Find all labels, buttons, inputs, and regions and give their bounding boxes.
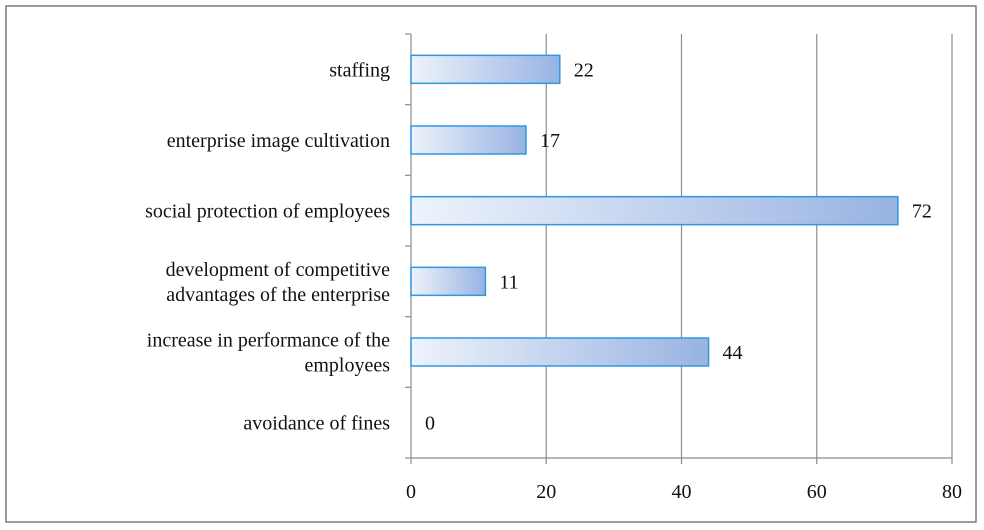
bars	[410, 54, 899, 367]
bar	[410, 54, 561, 85]
category-label: increase in performance of the	[147, 330, 390, 352]
bar	[410, 266, 487, 297]
bar-value-label: 17	[540, 130, 560, 152]
bar-value-label: 11	[499, 271, 518, 293]
x-tick-label: 20	[536, 481, 556, 503]
category-label: social protection of employees	[145, 201, 390, 223]
axes	[405, 33, 953, 464]
x-tick-label: 0	[406, 481, 416, 503]
labels: 0 20 40 60 80 22 staffing 17 enterprise image cu…	[145, 59, 962, 503]
category-label: enterprise image cultivation	[167, 130, 390, 152]
bar-value-label: 72	[912, 201, 932, 223]
category-label: development of competitive	[166, 259, 390, 281]
x-tick-label: 60	[807, 481, 827, 503]
category-label: employees	[304, 355, 390, 377]
bar-value-label: 44	[723, 342, 743, 364]
category-label: advantages of the enterprise	[166, 284, 390, 306]
bar-value-label: 0	[425, 413, 435, 435]
bar	[410, 125, 527, 155]
bar	[410, 337, 710, 367]
bar-value-label: 22	[574, 59, 594, 81]
bar	[410, 195, 899, 226]
chart-frame	[5, 5, 977, 523]
x-tick-label: 40	[672, 481, 692, 503]
x-tick-label: 80	[942, 481, 962, 503]
category-label: avoidance of fines	[243, 413, 390, 435]
grid-lines	[545, 34, 953, 458]
category-label: staffing	[329, 59, 390, 81]
